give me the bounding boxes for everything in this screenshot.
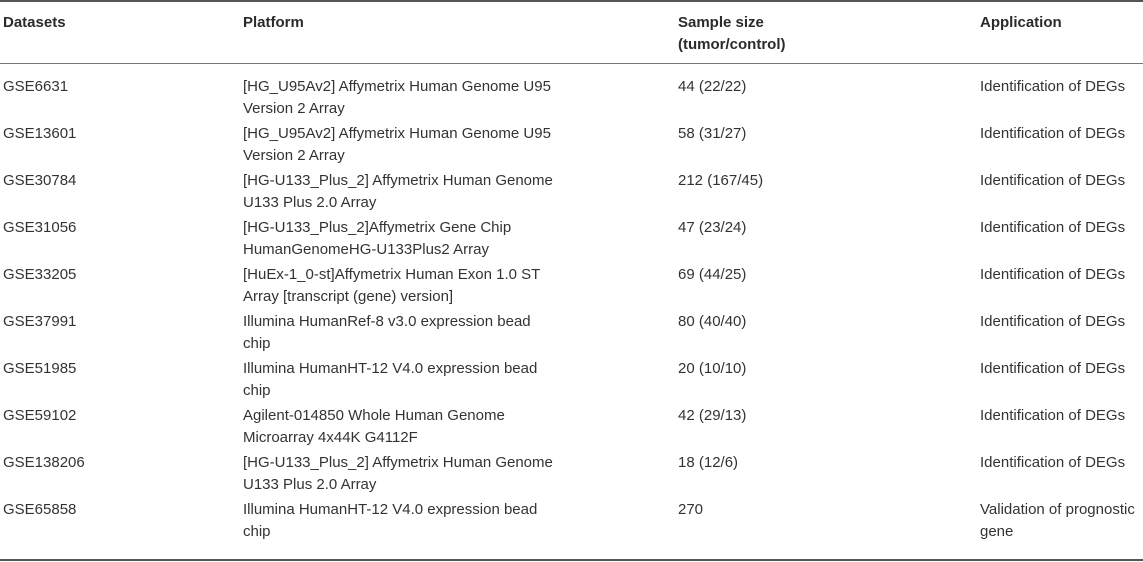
table-row: GSE31056 [HG-U133_Plus_2]Affymetrix Gene… bbox=[0, 217, 1143, 264]
cell-sample-size: 18 (12/6) bbox=[678, 454, 739, 471]
cell-platform: Illumina HumanRef-8 v3.0 expression bead… bbox=[243, 311, 583, 355]
cell-application: Identification of DEGs bbox=[980, 405, 1140, 427]
cell-dataset: GSE65858 bbox=[3, 501, 77, 518]
table-row: GSE13601 [HG_U95Av2] Affymetrix Human Ge… bbox=[0, 123, 1143, 170]
cell-application-line1: Identification of DEGs bbox=[980, 360, 1126, 377]
cell-platform-line1: [HG-U133_Plus_2]Affymetrix Gene Chip bbox=[243, 219, 512, 236]
cell-platform-line1: Illumina HumanHT-12 V4.0 expression bead bbox=[243, 501, 538, 518]
cell-platform-line2: U133 Plus 2.0 Array bbox=[243, 476, 377, 493]
cell-sample-size: 58 (31/27) bbox=[678, 125, 747, 142]
table-header-rule bbox=[0, 63, 1143, 64]
cell-sample-size: 270 bbox=[678, 501, 704, 518]
cell-platform-line1: [HG-U133_Plus_2] Affymetrix Human Genome bbox=[243, 454, 553, 471]
cell-application-line1: Validation of prognostic bbox=[980, 501, 1135, 518]
cell-sample-size: 80 (40/40) bbox=[678, 313, 747, 330]
table-body: GSE6631 [HG_U95Av2] Affymetrix Human Gen… bbox=[0, 76, 1143, 559]
cell-application-line1: Identification of DEGs bbox=[980, 78, 1126, 95]
cell-application: Identification of DEGs bbox=[980, 264, 1140, 286]
cell-sample-size: 44 (22/22) bbox=[678, 78, 747, 95]
cell-platform: Agilent-014850 Whole Human Genome Microa… bbox=[243, 405, 583, 449]
cell-dataset: GSE33205 bbox=[3, 266, 77, 283]
cell-platform-line1: [HG_U95Av2] Affymetrix Human Genome U95 bbox=[243, 78, 551, 95]
table-row: GSE65858 Illumina HumanHT-12 V4.0 expres… bbox=[0, 499, 1143, 559]
cell-platform: Illumina HumanHT-12 V4.0 expression bead… bbox=[243, 358, 583, 402]
cell-application: Identification of DEGs bbox=[980, 311, 1140, 333]
cell-platform-line2: HumanGenomeHG-U133Plus2 Array bbox=[243, 241, 489, 258]
table-row: GSE51985 Illumina HumanHT-12 V4.0 expres… bbox=[0, 358, 1143, 405]
cell-dataset: GSE13601 bbox=[3, 125, 77, 142]
cell-application-line2: gene bbox=[980, 523, 1014, 540]
table-row: GSE37991 Illumina HumanRef-8 v3.0 expres… bbox=[0, 311, 1143, 358]
cell-dataset: GSE37991 bbox=[3, 313, 77, 330]
table-header-row: Datasets Platform Sample size (tumor/con… bbox=[0, 0, 1143, 63]
cell-platform-line2: U133 Plus 2.0 Array bbox=[243, 194, 377, 211]
table-bottom-rule bbox=[0, 559, 1143, 561]
cell-platform-line2: Microarray 4x44K G4112F bbox=[243, 429, 418, 446]
cell-sample-size: 42 (29/13) bbox=[678, 407, 747, 424]
cell-sample-size: 212 (167/45) bbox=[678, 172, 764, 189]
cell-platform: [HG_U95Av2] Affymetrix Human Genome U95 … bbox=[243, 76, 583, 120]
header-sample-size-line1: Sample size bbox=[678, 14, 764, 31]
header-platform: Platform bbox=[243, 14, 304, 31]
cell-application: Validation of prognostic gene bbox=[980, 499, 1140, 543]
table-row: GSE6631 [HG_U95Av2] Affymetrix Human Gen… bbox=[0, 76, 1143, 123]
cell-application: Identification of DEGs bbox=[980, 123, 1140, 145]
table-row: GSE33205 [HuEx-1_0-st]Affymetrix Human E… bbox=[0, 264, 1143, 311]
cell-platform-line2: Version 2 Array bbox=[243, 147, 345, 164]
cell-platform: [HuEx-1_0-st]Affymetrix Human Exon 1.0 S… bbox=[243, 264, 583, 308]
cell-platform-line2: Version 2 Array bbox=[243, 100, 345, 117]
table-row: GSE138206 [HG-U133_Plus_2] Affymetrix Hu… bbox=[0, 452, 1143, 499]
cell-platform-line2: chip bbox=[243, 335, 271, 352]
header-sample-size: Sample size (tumor/control) bbox=[678, 12, 818, 56]
cell-platform-line1: [HG-U133_Plus_2] Affymetrix Human Genome bbox=[243, 172, 553, 189]
cell-platform-line1: Illumina HumanRef-8 v3.0 expression bead bbox=[243, 313, 531, 330]
cell-application-line1: Identification of DEGs bbox=[980, 125, 1126, 142]
cell-dataset: GSE31056 bbox=[3, 219, 77, 236]
cell-platform: [HG-U133_Plus_2] Affymetrix Human Genome… bbox=[243, 452, 583, 496]
cell-application: Identification of DEGs bbox=[980, 170, 1140, 192]
cell-application-line1: Identification of DEGs bbox=[980, 407, 1126, 424]
cell-platform-line1: [HG_U95Av2] Affymetrix Human Genome U95 bbox=[243, 125, 551, 142]
table-row: GSE59102 Agilent-014850 Whole Human Geno… bbox=[0, 405, 1143, 452]
cell-platform-line1: Agilent-014850 Whole Human Genome bbox=[243, 407, 505, 424]
header-application: Application bbox=[980, 14, 1062, 31]
cell-dataset: GSE51985 bbox=[3, 360, 77, 377]
cell-sample-size: 69 (44/25) bbox=[678, 266, 747, 283]
cell-application-line1: Identification of DEGs bbox=[980, 454, 1126, 471]
cell-application-line1: Identification of DEGs bbox=[980, 313, 1126, 330]
cell-dataset: GSE138206 bbox=[3, 454, 85, 471]
cell-application-line1: Identification of DEGs bbox=[980, 172, 1126, 189]
table-row: GSE30784 [HG-U133_Plus_2] Affymetrix Hum… bbox=[0, 170, 1143, 217]
cell-platform-line2: chip bbox=[243, 523, 271, 540]
cell-application: Identification of DEGs bbox=[980, 76, 1140, 98]
header-sample-size-line2: (tumor/control) bbox=[678, 36, 786, 53]
cell-sample-size: 47 (23/24) bbox=[678, 219, 747, 236]
cell-platform-line2: Array [transcript (gene) version] bbox=[243, 288, 454, 305]
cell-sample-size: 20 (10/10) bbox=[678, 360, 747, 377]
cell-platform: [HG_U95Av2] Affymetrix Human Genome U95 … bbox=[243, 123, 583, 167]
cell-dataset: GSE59102 bbox=[3, 407, 77, 424]
cell-application: Identification of DEGs bbox=[980, 217, 1140, 239]
header-datasets: Datasets bbox=[3, 14, 66, 31]
cell-application-line1: Identification of DEGs bbox=[980, 266, 1126, 283]
cell-platform: [HG-U133_Plus_2] Affymetrix Human Genome… bbox=[243, 170, 583, 214]
cell-dataset: GSE6631 bbox=[3, 78, 69, 95]
cell-platform: [HG-U133_Plus_2]Affymetrix Gene Chip Hum… bbox=[243, 217, 583, 261]
cell-platform-line1: [HuEx-1_0-st]Affymetrix Human Exon 1.0 S… bbox=[243, 266, 541, 283]
cell-application: Identification of DEGs bbox=[980, 452, 1140, 474]
cell-dataset: GSE30784 bbox=[3, 172, 77, 189]
cell-platform-line1: Illumina HumanHT-12 V4.0 expression bead bbox=[243, 360, 538, 377]
cell-application: Identification of DEGs bbox=[980, 358, 1140, 380]
cell-application-line1: Identification of DEGs bbox=[980, 219, 1126, 236]
table-top-rule bbox=[0, 0, 1143, 2]
cell-platform: Illumina HumanHT-12 V4.0 expression bead… bbox=[243, 499, 583, 543]
cell-platform-line2: chip bbox=[243, 382, 271, 399]
